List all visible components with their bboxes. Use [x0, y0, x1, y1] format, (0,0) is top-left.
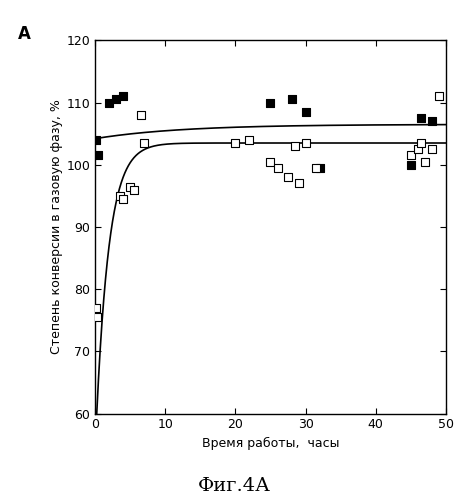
- Point: [126, 182, 134, 190]
- Text: Фиг.4А: Фиг.4А: [198, 477, 271, 495]
- Point: [93, 313, 101, 321]
- Point: [112, 96, 120, 104]
- Point: [288, 96, 295, 104]
- Point: [267, 158, 274, 166]
- Point: [414, 145, 422, 153]
- Point: [246, 136, 253, 144]
- Point: [137, 111, 144, 119]
- Point: [316, 164, 324, 172]
- Point: [418, 139, 425, 147]
- Point: [428, 117, 436, 125]
- Point: [232, 139, 239, 147]
- Point: [119, 92, 127, 100]
- Point: [105, 98, 113, 106]
- Point: [428, 145, 436, 153]
- Y-axis label: Степень конверсии в газовую фазу, %: Степень конверсии в газовую фазу, %: [51, 100, 63, 354]
- Point: [92, 136, 100, 144]
- Point: [435, 92, 443, 100]
- Point: [95, 152, 102, 160]
- Point: [92, 304, 99, 312]
- Point: [295, 180, 303, 188]
- Point: [418, 114, 425, 122]
- Point: [284, 173, 292, 181]
- Point: [119, 195, 127, 203]
- Point: [302, 108, 310, 116]
- Point: [274, 164, 281, 172]
- Point: [130, 186, 137, 194]
- Point: [267, 98, 274, 106]
- X-axis label: Время работы,  часы: Время работы, часы: [202, 437, 339, 450]
- Point: [421, 158, 429, 166]
- Point: [116, 192, 123, 200]
- Point: [312, 164, 320, 172]
- Text: A: A: [18, 26, 30, 44]
- Point: [291, 142, 299, 150]
- Point: [407, 152, 415, 160]
- Point: [140, 139, 148, 147]
- Point: [302, 139, 310, 147]
- Point: [407, 161, 415, 169]
